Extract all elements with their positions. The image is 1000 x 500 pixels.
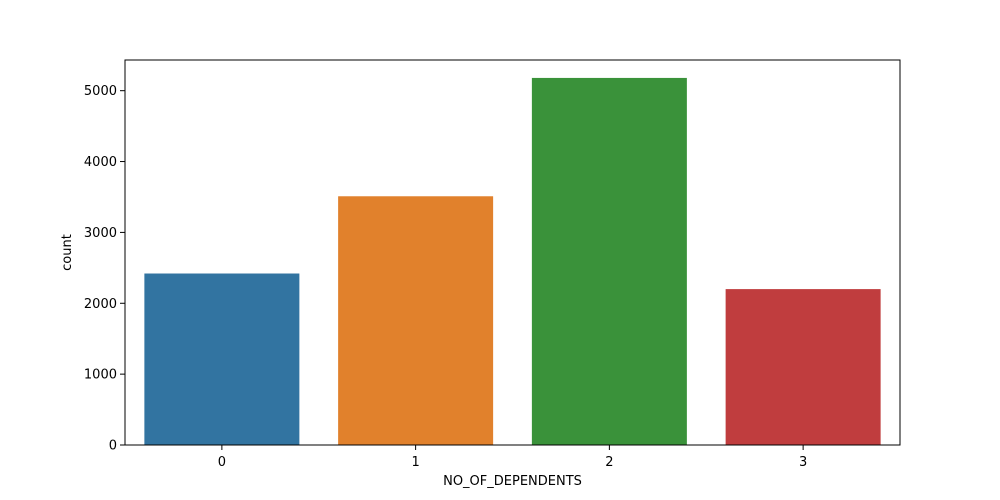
y-tick-label: 2000 (84, 297, 117, 312)
y-tick-label: 5000 (84, 84, 117, 99)
bar-0 (144, 273, 300, 445)
x-axis-ticks: 0 1 2 3 (218, 445, 807, 470)
bar-1 (338, 196, 494, 445)
y-axis-label: count (60, 234, 75, 271)
x-tick-label: 0 (218, 455, 226, 470)
bars-layer (144, 77, 881, 445)
y-tick-label: 4000 (84, 155, 117, 170)
x-tick-label: 1 (411, 455, 419, 470)
bar-3 (725, 289, 881, 445)
plot-frame (124, 59, 901, 446)
x-tick-label: 3 (799, 455, 807, 470)
y-tick-label: 1000 (84, 368, 117, 383)
y-axis-ticks: 0 1000 2000 3000 4000 5000 (84, 84, 125, 454)
x-tick-label: 2 (605, 455, 613, 470)
y-tick-label: 3000 (84, 226, 117, 241)
y-tick-label: 0 (109, 439, 117, 454)
x-axis-label: NO_OF_DEPENDENTS (443, 474, 582, 489)
bar-2 (531, 77, 687, 445)
